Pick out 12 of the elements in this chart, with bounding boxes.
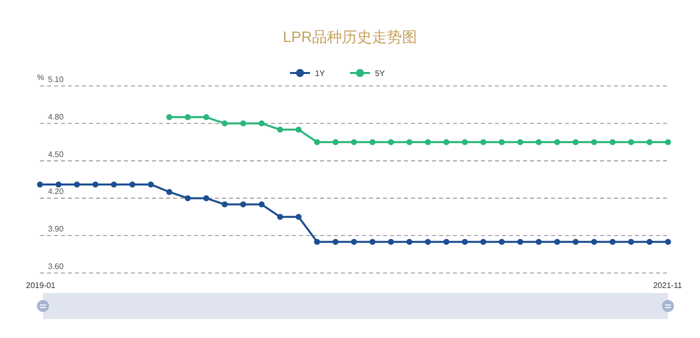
y-tick-label: 3.60 <box>48 262 64 271</box>
x-tick-label: 2021-11 <box>653 281 683 290</box>
y-tick-label: 4.80 <box>48 112 64 122</box>
y-tick-label: 5.10 <box>48 75 64 84</box>
y-axis-title: % <box>37 73 44 82</box>
legend-label: 5Y <box>375 69 386 78</box>
y-tick-label: 4.20 <box>48 187 64 196</box>
chart-title: LPR品种历史走势图 <box>282 29 418 46</box>
legend-label: 1Y <box>315 69 326 78</box>
y-tick-label: 3.90 <box>48 224 64 234</box>
y-tick-label: 4.50 <box>48 150 64 159</box>
x-tick-label: 2019-01 <box>26 281 56 290</box>
